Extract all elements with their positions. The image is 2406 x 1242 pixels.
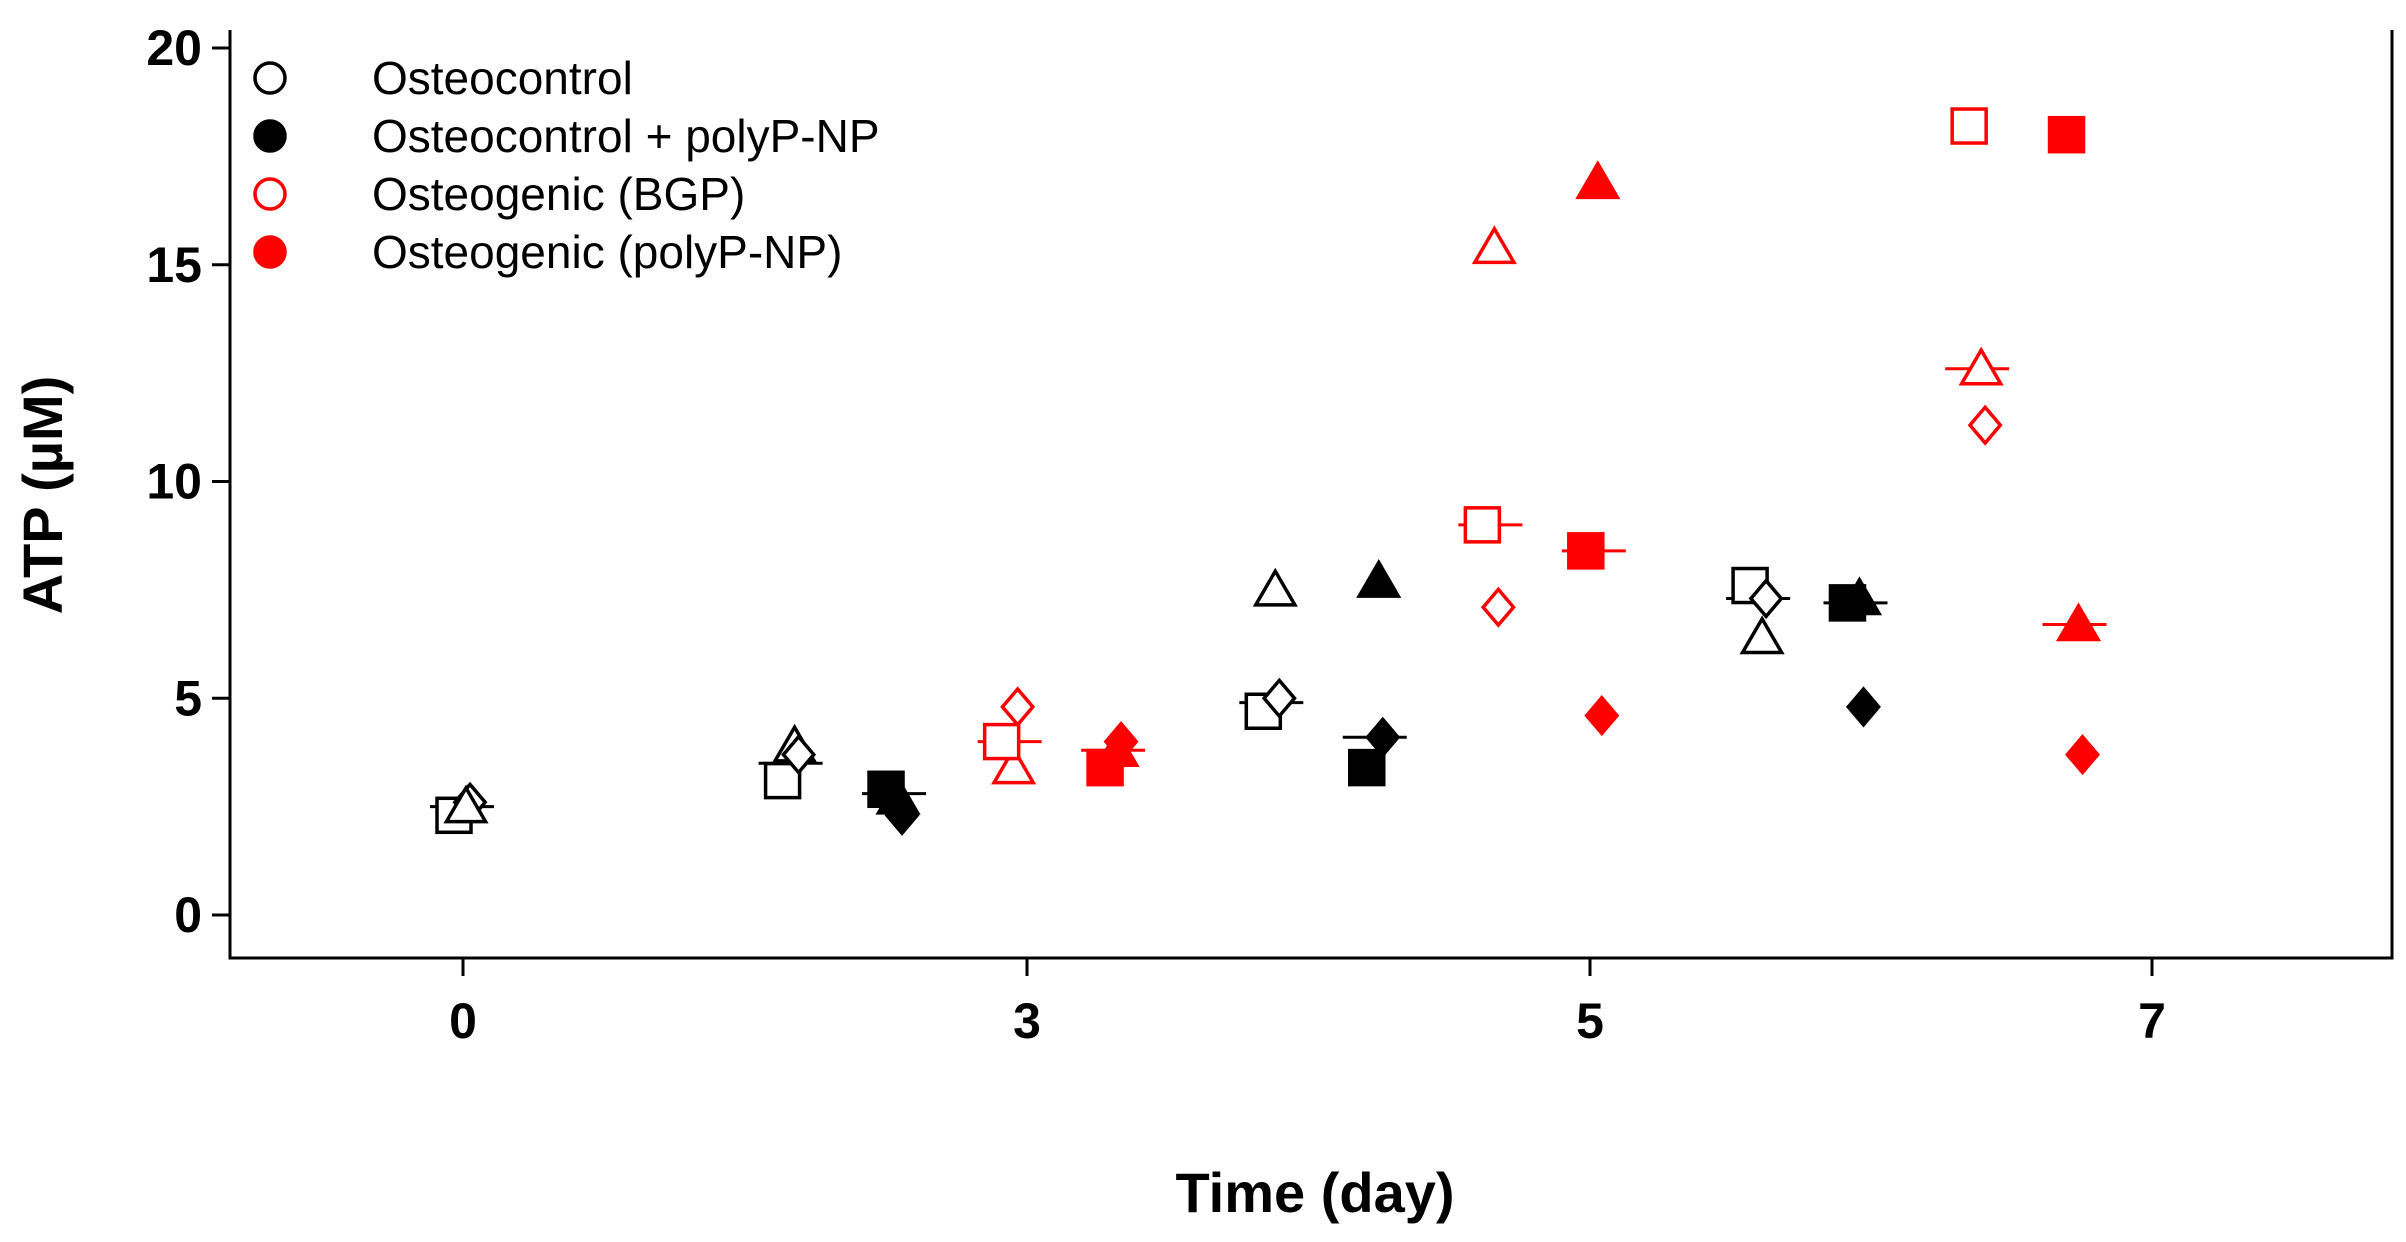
triangle-marker (1958, 346, 2004, 386)
diamond-marker (1967, 404, 2003, 446)
diamond-marker (1261, 677, 1297, 719)
triangle-marker (991, 745, 1037, 785)
diamond-marker (1365, 716, 1401, 758)
triangle-marker (443, 784, 489, 824)
legend-label: Osteocontrol + polyP-NP (372, 110, 880, 162)
diamond-marker (781, 734, 817, 776)
x-tick-label: 0 (449, 993, 477, 1049)
x-axis: 0 3 5 7 (449, 958, 2166, 1049)
triangle-marker (1471, 225, 1517, 265)
square-marker (867, 770, 905, 809)
series-1 (862, 559, 1888, 836)
diamond-marker (1584, 695, 1620, 737)
diamond-marker (1480, 586, 1516, 628)
diamond-marker (2065, 734, 2100, 776)
legend-marker (253, 61, 287, 95)
legend-label: Osteogenic (BGP) (372, 168, 745, 220)
y-tick-label: 5 (174, 670, 202, 726)
triangle-marker (1252, 567, 1298, 607)
y-tick-label: 20 (146, 20, 202, 76)
square-marker (763, 761, 802, 800)
data-markers (430, 107, 2107, 836)
triangle-marker (2055, 602, 2102, 642)
diamond-marker (1103, 721, 1139, 763)
y-axis-title: ATP (µM) (11, 376, 74, 615)
diamond-marker (1748, 577, 1784, 620)
legend-label: Osteogenic (polyP-NP) (372, 226, 842, 278)
series-3 (1081, 115, 2107, 787)
triangle-marker (1739, 615, 1785, 655)
triangle-marker (1575, 160, 1621, 200)
y-tick-label: 15 (146, 237, 202, 293)
square-marker (1950, 107, 1988, 145)
diamond-marker (1845, 686, 1881, 728)
x-axis-title: Time (day) (1175, 1161, 1454, 1224)
square-marker (1348, 748, 1386, 787)
y-tick-label: 10 (146, 454, 202, 510)
square-marker (1567, 532, 1605, 570)
legend-marker (253, 177, 287, 211)
triangle-marker (1836, 576, 1883, 616)
diamond-marker (1000, 686, 1036, 728)
plot-frame (228, 30, 2394, 960)
legend-marker (253, 119, 287, 153)
legend-marker (253, 235, 287, 269)
legend: Osteocontrol Osteocontrol + polyP-NP Osteo… (253, 52, 880, 278)
series-2 (977, 107, 2010, 785)
square-marker (1463, 506, 1502, 544)
y-axis: 0 5 10 15 20 (146, 20, 230, 943)
y-tick-label: 0 (174, 887, 202, 943)
x-tick-label: 3 (1013, 993, 1041, 1049)
axis-frame (228, 30, 2394, 960)
x-tick-label: 5 (1576, 993, 1604, 1049)
legend-label: Osteocontrol (372, 52, 633, 104)
triangle-marker (1356, 559, 1402, 598)
series-0 (430, 566, 1791, 835)
x-tick-label: 7 (2138, 993, 2166, 1049)
square-marker (982, 722, 1021, 761)
square-marker (2047, 115, 2086, 154)
